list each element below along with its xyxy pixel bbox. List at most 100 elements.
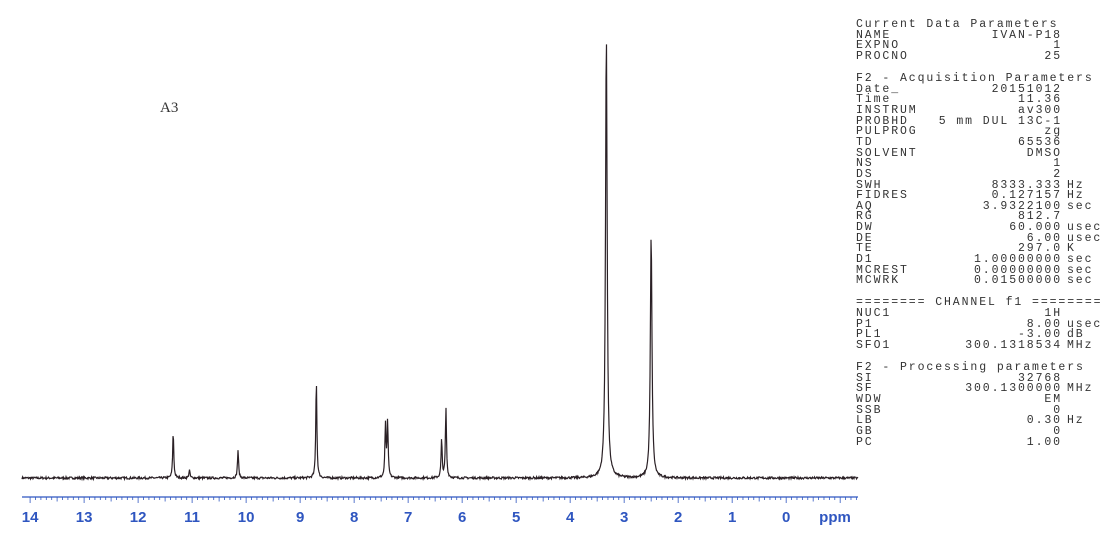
param-row: AQ 3.9322100 sec (856, 199, 1118, 213)
x-tick-label: 5 (512, 509, 520, 526)
param-value: 1H (1044, 307, 1062, 321)
param-row: DE 6.00 usec (856, 231, 1118, 245)
param-row: SFO1 300.1318534 MHz (856, 338, 1118, 352)
param-row: DS 2 (856, 167, 1118, 181)
param-name: SI (856, 371, 874, 385)
param-value: 1 (1053, 157, 1062, 171)
param-name: WDW (856, 393, 883, 407)
x-tick-label: 14 (22, 509, 39, 526)
param-row: LB 0.30 Hz (856, 415, 1118, 427)
param-unit: sec (1067, 274, 1094, 288)
param-name: SFO1 (856, 338, 892, 352)
param-value: 0.00000000 (973, 263, 1062, 277)
param-value: 1 (1053, 39, 1062, 53)
x-tick-label: 6 (458, 509, 466, 526)
x-axis-label: ppm (819, 509, 851, 526)
param-value: 6.00 (1026, 231, 1062, 245)
param-name: NS (856, 157, 874, 171)
current-heading: Current Data Parameters (856, 18, 1059, 31)
param-row: P1 8.00 usec (856, 317, 1118, 331)
param-name: PC (856, 435, 874, 449)
processing-heading: F2 - Processing parameters (856, 361, 1085, 375)
param-row: INSTRUM av300 (856, 104, 1118, 118)
param-value: 20151012 (991, 82, 1062, 96)
param-row: MCREST 0.00000000 sec (856, 263, 1118, 277)
param-value: 0.01500000 (973, 274, 1062, 288)
param-row: SF 300.1300000 MHz (856, 382, 1118, 396)
param-row: NAME IVAN-P18 (856, 30, 1118, 42)
param-value: EM (1044, 393, 1062, 407)
param-value: 32768 (1017, 371, 1062, 385)
param-unit: sec (1067, 199, 1094, 213)
param-name: DE (856, 231, 874, 245)
param-row: PROCNO 25 (856, 51, 1118, 63)
param-row: Time 11.36 (856, 93, 1118, 107)
param-value: 1.00000000 (973, 252, 1062, 266)
param-name: NUC1 (856, 307, 892, 321)
param-name: SF (856, 382, 874, 396)
param-value: 60.000 (1009, 221, 1062, 235)
x-tick-label: 8 (350, 509, 358, 526)
param-name: SWH (856, 178, 883, 192)
param-row: MCWRK 0.01500000 sec (856, 274, 1118, 288)
param-value: 11.36 (1017, 93, 1062, 107)
param-unit: MHz (1067, 382, 1094, 396)
param-unit: dB (1067, 328, 1085, 342)
param-unit: Hz (1067, 178, 1085, 192)
x-tick-label: 12 (130, 509, 147, 526)
param-unit: K (1067, 242, 1076, 256)
param-value: av300 (1017, 104, 1062, 118)
param-value: DMSO (1026, 146, 1062, 160)
param-value: 8.00 (1026, 317, 1062, 331)
x-tick-label: 3 (620, 509, 628, 526)
param-value: 0 (1053, 424, 1062, 438)
param-name: FIDRES (856, 189, 909, 203)
param-row: TD 65536 (856, 135, 1118, 149)
param-name: PL1 (856, 328, 883, 342)
param-name: DW (856, 221, 874, 235)
param-value: 5 mm DUL 13C-1 (938, 114, 1062, 128)
param-name: Date_ (856, 82, 901, 96)
param-name: PULPROG (856, 125, 918, 139)
param-unit: MHz (1067, 338, 1094, 352)
param-row: PULPROG zg (856, 125, 1118, 139)
param-unit: sec (1067, 263, 1094, 277)
param-name: GB (856, 424, 874, 438)
param-name: TE (856, 242, 874, 256)
param-value: 300.1300000 (965, 382, 1062, 396)
param-value: 1.00 (1026, 435, 1062, 449)
param-row: FIDRES 0.127157 Hz (856, 189, 1118, 203)
param-name: EXPNO (856, 39, 901, 53)
param-row: PL1 -3.00 dB (856, 328, 1118, 342)
sample-label: A3 (160, 100, 179, 116)
param-row: PC 1.00 (856, 435, 1118, 449)
x-tick-label: 1 (728, 509, 736, 526)
x-tick-label: 4 (566, 509, 575, 526)
param-value: 812.7 (1017, 210, 1062, 224)
param-row: NUC1 1H (856, 307, 1118, 321)
parameters-panel: Current Data Parameters NAME IVAN-P18 EXPNO… (856, 18, 1118, 449)
param-value: 8333.333 (991, 178, 1062, 192)
param-row: SSB 0 (856, 403, 1118, 417)
param-value: 65536 (1017, 135, 1062, 149)
param-name: Time (856, 93, 892, 107)
param-row: Date_ 20151012 (856, 82, 1118, 96)
param-value: zg (1044, 125, 1062, 139)
param-value: 297.0 (1017, 242, 1062, 256)
param-row: EXPNO 1 (856, 39, 1118, 53)
x-tick-label: 9 (296, 509, 304, 526)
param-value: 300.1318534 (965, 338, 1062, 352)
param-row: WDW EM (856, 393, 1118, 407)
param-value: 3.9322100 (982, 199, 1062, 213)
channel-heading: ======== CHANNEL f1 ======== (856, 296, 1103, 310)
param-name: MCWRK (856, 274, 901, 288)
param-name: TD (856, 135, 874, 149)
param-value: 0 (1053, 403, 1062, 417)
param-name: P1 (856, 317, 874, 331)
param-name: INSTRUM (856, 104, 918, 118)
param-name: DS (856, 167, 874, 181)
param-unit: usec (1067, 221, 1103, 235)
param-value: -3.00 (1017, 328, 1062, 342)
param-row: GB 0 (856, 424, 1118, 438)
